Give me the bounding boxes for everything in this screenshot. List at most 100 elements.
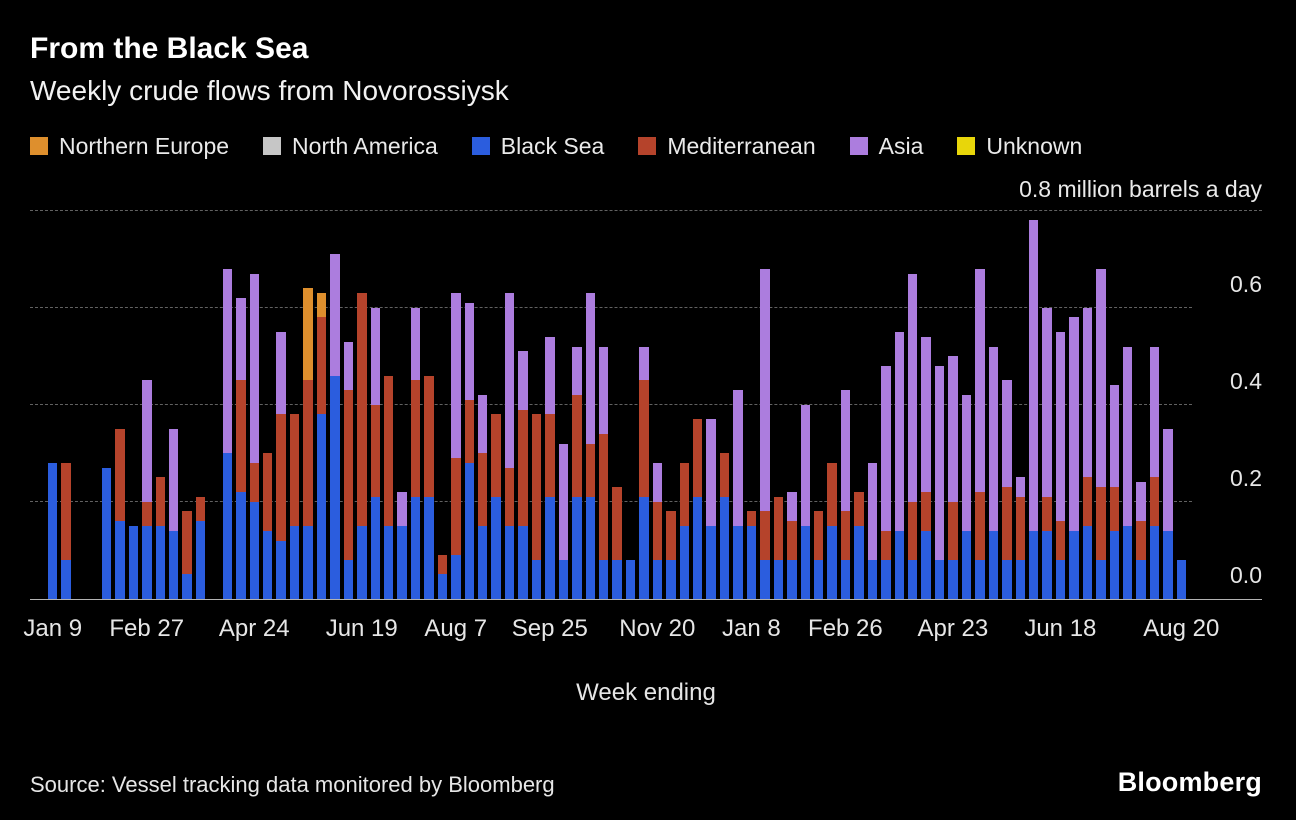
y-axis-unit-label: 0.8 million barrels a day (1019, 175, 1262, 202)
bar-week-23 (355, 211, 368, 599)
bar-segment-mediterranean (719, 453, 730, 497)
x-tick-label: Sep 25 (511, 614, 588, 642)
bar-segment-black-sea (1069, 530, 1079, 599)
bar-week-61 (866, 211, 879, 599)
bar-week-78 (1094, 211, 1107, 599)
bloomberg-logo: Bloomberg (1117, 767, 1262, 797)
bar-segment-asia (760, 268, 770, 512)
bar-segment-black-sea (518, 525, 528, 599)
bar-segment-black-sea (437, 574, 448, 599)
bar-segment-black-sea (1028, 530, 1039, 599)
bar-week-74 (1040, 211, 1053, 599)
bar-segment-asia (222, 268, 233, 454)
bar-segment-mediterranean (1096, 487, 1106, 560)
bar-week-5 (113, 211, 126, 599)
bar-segment-black-sea (397, 525, 407, 599)
bar-segment-black-sea (1109, 530, 1119, 599)
legend-label: Black Sea (500, 132, 605, 159)
bar-week-46 (664, 211, 677, 599)
x-tick-labels: Jan 9 Feb 27 Apr 24 Jun 19 Aug 7 Sep 25 Nov 20… (23, 614, 1219, 649)
bar-week-31 (463, 211, 476, 599)
bar-week-70 (987, 211, 1000, 599)
bar-segment-mediterranean (908, 501, 918, 560)
bar-week-24 (369, 211, 382, 599)
bar-segment-mediterranean (1042, 496, 1052, 531)
bar-week-79 (1108, 211, 1121, 599)
x-tick-label: Jan 8 (721, 614, 781, 642)
bar-segment-asia (1028, 220, 1039, 531)
bar-week-17 (274, 211, 287, 599)
bar-week-16 (261, 211, 274, 599)
bar-segment-mediterranean (598, 433, 609, 560)
gridline (30, 500, 1192, 502)
x-axis-title: Week ending (576, 678, 716, 706)
bar-segment-mediterranean (357, 293, 367, 526)
legend-swatch (471, 137, 490, 156)
bar-segment-mediterranean (464, 399, 474, 463)
bar-segment-asia (1096, 268, 1106, 488)
bar-segment-mediterranean (437, 555, 448, 575)
bar-segment-black-sea (760, 559, 770, 599)
bar-segment-black-sea (558, 559, 569, 599)
bar-segment-black-sea (1002, 559, 1012, 599)
bar-week-7 (140, 211, 153, 599)
bar-week-3 (86, 211, 99, 599)
legend-swatch (849, 137, 868, 156)
bar-week-53 (758, 211, 771, 599)
bar-segment-black-sea (1055, 559, 1066, 599)
bar-segment-asia (410, 307, 421, 381)
bars-layer (46, 211, 1188, 599)
bar-week-32 (476, 211, 489, 599)
bar-segment-asia (1002, 380, 1012, 488)
bar-segment-black-sea (679, 525, 689, 599)
bar-segment-mediterranean (666, 511, 676, 560)
bar-week-14 (234, 211, 247, 599)
bar-week-0 (46, 211, 59, 599)
bar-segment-black-sea (343, 559, 354, 599)
bar-week-41 (597, 211, 610, 599)
legend-item: Mediterranean (638, 133, 816, 160)
bar-segment-black-sea (115, 521, 125, 599)
legend-label: Unknown (986, 132, 1083, 159)
bar-week-4 (100, 211, 113, 599)
bar-segment-mediterranean (639, 380, 649, 497)
bar-segment-mediterranean (1002, 487, 1012, 560)
legend-swatch (638, 137, 657, 156)
legend-item: Black Sea (471, 132, 605, 160)
page-title: From the Black Sea (30, 32, 309, 65)
bar-week-9 (167, 211, 180, 599)
bar-segment-black-sea (504, 525, 515, 599)
bar-week-67 (946, 211, 959, 599)
bar-segment-mediterranean (289, 414, 300, 526)
bar-segment-mediterranean (61, 462, 71, 560)
bar-week-73 (1027, 211, 1040, 599)
bar-week-48 (691, 211, 704, 599)
bar-segment-mediterranean (410, 380, 421, 497)
bar-week-76 (1067, 211, 1080, 599)
bar-segment-black-sea (48, 462, 58, 599)
bar-week-72 (1014, 211, 1027, 599)
bar-segment-black-sea (303, 525, 313, 599)
bar-segment-black-sea (142, 525, 152, 599)
bar-week-39 (570, 211, 583, 599)
bar-segment-mediterranean (451, 458, 461, 556)
bar-segment-asia (1123, 346, 1133, 526)
legend-label: North America (292, 132, 438, 159)
bar-segment-mediterranean (840, 511, 851, 560)
bar-week-11 (194, 211, 207, 599)
bar-segment-mediterranean (572, 395, 582, 497)
bar-segment-mediterranean (1149, 477, 1160, 526)
bar-segment-black-sea (263, 530, 273, 599)
bar-week-12 (207, 211, 220, 599)
bar-segment-black-sea (1123, 525, 1133, 599)
bar-segment-asia (706, 419, 716, 526)
legend-swatch (263, 137, 282, 156)
bar-segment-northern-europe (316, 293, 327, 318)
bar-segment-asia (867, 462, 878, 560)
bar-segment-black-sea (652, 559, 663, 599)
bar-segment-black-sea (1136, 559, 1146, 599)
bar-segment-asia (518, 351, 528, 410)
bar-segment-northern-europe (303, 288, 313, 381)
bar-segment-asia (652, 462, 663, 502)
